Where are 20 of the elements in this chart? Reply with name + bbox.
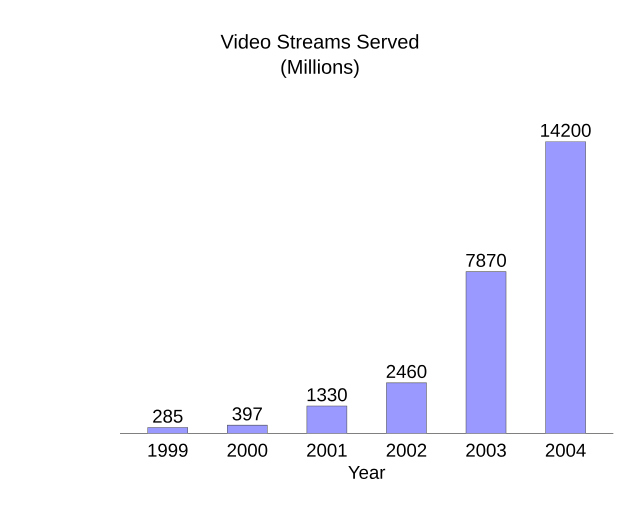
bar — [227, 425, 268, 434]
bar — [545, 141, 586, 434]
x-tick-label: 1999 — [148, 444, 188, 457]
data-label: 2460 — [386, 364, 426, 378]
x-tick-label: 2002 — [386, 444, 426, 457]
chart-subtitle: (Millions) — [281, 59, 359, 78]
bar — [466, 271, 506, 434]
data-label: 14200 — [541, 124, 591, 137]
data-label: 397 — [232, 407, 262, 420]
bar — [386, 382, 427, 434]
x-tick-label: 2004 — [546, 444, 586, 457]
x-tick-label: 2000 — [228, 444, 268, 457]
x-tick-label: 2001 — [307, 444, 347, 457]
chart-title: Video Streams Served — [220, 34, 418, 49]
x-tick-label: 2003 — [466, 444, 506, 457]
bar — [306, 406, 348, 434]
x-axis-title: Year — [348, 466, 386, 479]
data-label: 7870 — [466, 254, 506, 267]
data-label: 1330 — [308, 388, 347, 402]
data-label: 285 — [153, 410, 182, 423]
